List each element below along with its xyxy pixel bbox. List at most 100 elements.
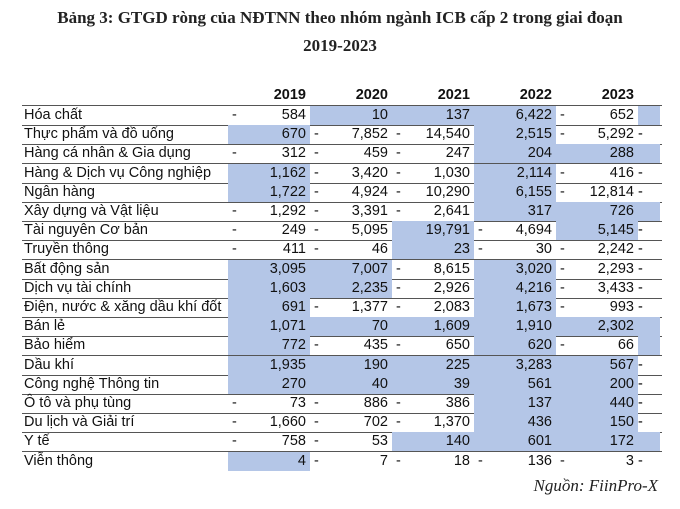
sign: -	[314, 414, 319, 431]
table-row: Công nghệ Thông tin 270 40 39 561 200-	[22, 374, 662, 395]
cell: 1,071	[228, 317, 310, 337]
cell: 3,095	[228, 259, 310, 279]
cell: 561	[474, 374, 556, 394]
value: 70	[371, 318, 388, 335]
sign: -	[560, 126, 565, 143]
row-label: Dịch vụ tài chính	[24, 279, 132, 296]
sign: -	[314, 452, 319, 469]
value: 601	[527, 433, 552, 450]
sign: -	[232, 222, 237, 239]
value: 39	[453, 375, 470, 392]
cell: - 702	[310, 413, 392, 432]
cell: -7	[310, 452, 392, 471]
cell: - 5,292	[556, 125, 638, 144]
cell: 10	[310, 106, 392, 125]
value: 7,007	[351, 260, 388, 277]
sign: -	[396, 299, 401, 315]
value: 886	[363, 395, 388, 411]
table-row: Hóa chất -584 10 137 6,422-652	[22, 106, 662, 126]
cell: 2,515	[474, 125, 556, 145]
cell: 19,791	[392, 221, 474, 241]
table-row: Dầu khí 1,935 190 225 3,283 567-	[22, 355, 662, 376]
value: 411	[282, 241, 306, 258]
sign: -	[396, 145, 401, 162]
value: 1,030	[433, 164, 470, 181]
sign: -	[560, 183, 565, 200]
cell: - 73	[228, 394, 310, 413]
value: 1,377	[351, 299, 388, 315]
cell: 190	[310, 355, 392, 375]
cell: - 652	[556, 106, 638, 125]
cell: - 53	[310, 432, 392, 451]
sign: -	[478, 222, 483, 239]
sign: -	[314, 126, 319, 143]
value: 1,603	[269, 279, 306, 296]
sign: -	[232, 107, 237, 123]
cell: - 18	[392, 452, 474, 471]
cell: - 30	[474, 240, 556, 259]
value: 2,641	[433, 203, 470, 219]
edge-cell: -	[638, 222, 643, 239]
value: 18	[453, 452, 470, 469]
year: 2020	[355, 87, 388, 103]
row-label: Xây dựng và Vật liệu	[24, 203, 159, 219]
cell: - 249	[228, 221, 310, 240]
value: 1,722	[269, 183, 306, 200]
value: 4,216	[515, 279, 552, 296]
sign: -	[560, 260, 565, 277]
value: 5,292	[597, 126, 634, 143]
value: 137	[445, 107, 470, 123]
cell: - 7,852	[310, 125, 392, 144]
value: 584	[281, 107, 306, 123]
cell: - 993	[556, 298, 638, 317]
cell: 726	[556, 202, 638, 221]
sign: -	[232, 414, 237, 431]
value: 993	[609, 299, 634, 315]
cell: 3,020	[474, 259, 556, 279]
title: 2019-2023	[303, 36, 377, 55]
value: 8,615	[433, 260, 470, 277]
cell: 23	[392, 240, 474, 260]
cell: 270	[228, 374, 310, 394]
value: 3,020	[515, 260, 552, 277]
sign: -	[396, 279, 401, 296]
edge-cell: -	[638, 452, 643, 469]
cell: - 10,290	[392, 183, 474, 202]
edge-cell	[638, 144, 660, 164]
sign: -	[314, 222, 319, 239]
row-label: Hàng & Dịch vụ Công nghiệp	[24, 164, 212, 181]
value: 46	[371, 241, 388, 258]
row-label: Công nghệ Thông tin	[24, 375, 160, 392]
year: 2022	[519, 87, 552, 103]
cell: -3	[556, 452, 638, 471]
cell: - 66	[556, 336, 638, 355]
cell: - 2,293	[556, 260, 638, 279]
cell: 601	[474, 432, 556, 452]
cell: - 3,391	[310, 202, 392, 221]
cell: - 3,433	[556, 279, 638, 298]
sign: -	[560, 107, 565, 123]
value: 312	[281, 145, 306, 162]
value: 1,071	[269, 318, 306, 335]
cell: - 2,641	[392, 202, 474, 221]
edge-cell: -	[638, 260, 643, 277]
table-row: Bất động sản 3,095 7,007-8,615 3,020-2,293-	[22, 259, 662, 280]
value: 1,935	[269, 356, 306, 373]
edge-cell: -	[638, 164, 643, 181]
sign: -	[232, 395, 237, 411]
row-label: Điện, nước & xăng dầu khí đốt	[24, 299, 222, 315]
value: 5,145	[597, 222, 634, 239]
value: 440	[609, 395, 634, 411]
edge-cell: -	[638, 356, 643, 373]
cell: 1,935	[228, 355, 310, 375]
cell: - 411	[228, 240, 310, 259]
value: 247	[445, 145, 470, 162]
year: 2019	[273, 87, 306, 103]
year: 2023	[601, 87, 634, 103]
cell: - 758	[228, 432, 310, 451]
cell: 39	[392, 374, 474, 394]
cell: 1,162	[228, 163, 310, 183]
cell: 1,722	[228, 182, 310, 202]
year: 2021	[437, 87, 470, 103]
cell: 2,235	[310, 278, 392, 298]
